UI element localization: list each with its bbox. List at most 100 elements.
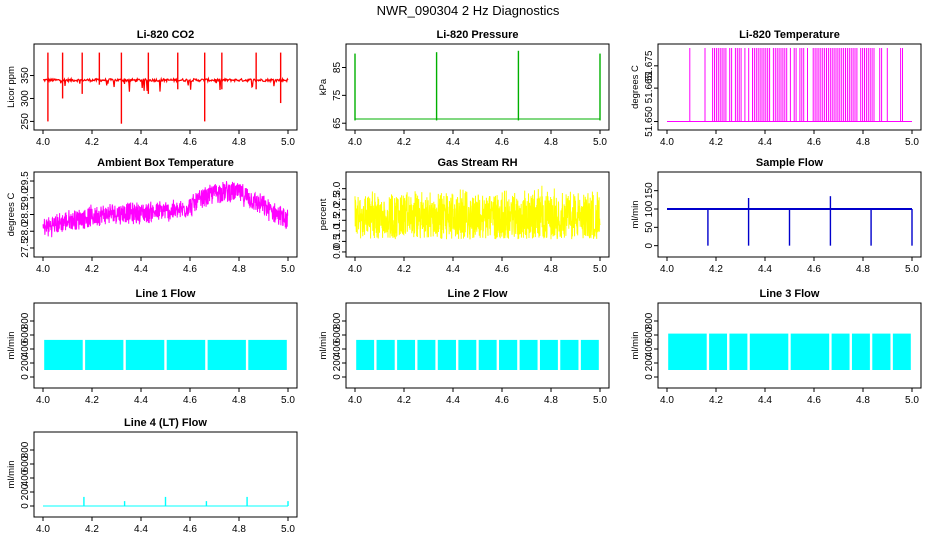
x-tick-label: 4.2: [397, 264, 411, 275]
y-tick-label: 600: [644, 326, 655, 343]
panel-line2: Line 2 Flow 4.0 4.2 4.4 4.6 4.8 5.0 0 2004006008…: [318, 288, 610, 406]
flow-block: [560, 339, 579, 370]
panel-line1: Line 1 Flow 4.0 4.2 4.4 4.6 4.8 5.0 0 2004006008…: [6, 288, 298, 406]
x-tick-label: 4.0: [348, 137, 362, 148]
flow-block: [749, 333, 789, 370]
x-tick-label: 4.4: [446, 395, 460, 406]
x-tick-label: 4.4: [446, 264, 460, 275]
flow-block: [207, 339, 246, 370]
x-axis: 4.0 4.2 4.4 4.6 4.8 5.0: [348, 129, 607, 148]
plot-frame: [345, 43, 610, 131]
x-tick-label: 5.0: [281, 524, 295, 535]
y-axis-label: degrees C: [6, 192, 17, 236]
flow-block: [709, 333, 728, 370]
x-tick-label: 4.6: [183, 137, 197, 148]
flow-block: [166, 339, 206, 370]
flow-block: [892, 333, 911, 370]
x-tick-label: 4.8: [232, 524, 246, 535]
flow-block: [790, 333, 830, 370]
x-tick-label: 4.6: [495, 264, 509, 275]
series-line4: [43, 496, 289, 507]
series-pressure: [354, 50, 601, 121]
x-tick-label: 4.4: [134, 395, 148, 406]
y-tick-label: 29.5: [20, 171, 31, 191]
x-tick-label: 4.8: [856, 137, 870, 148]
y-tick-label: 400: [644, 340, 655, 357]
x-axis: 4.0 4.2 4.4 4.6 4.8 5.0: [348, 256, 607, 275]
flow-block: [580, 339, 599, 370]
y-tick-label: 600: [20, 326, 31, 343]
y-axis-label: degrees C: [630, 65, 641, 109]
series-line3: [668, 332, 911, 372]
x-tick-label: 4.8: [232, 395, 246, 406]
series-line2: [356, 339, 599, 372]
x-tick-label: 4.6: [807, 395, 821, 406]
x-tick-label: 4.2: [85, 395, 99, 406]
y-axis-label: ml/min: [6, 332, 17, 360]
y-tick-label: 200: [20, 483, 31, 500]
y-tick-label: 85: [332, 62, 343, 74]
figure-title: NWR_090304 2 Hz Diagnostics: [377, 3, 560, 18]
x-tick-label: 4.4: [134, 524, 148, 535]
trace-line: [42, 76, 289, 92]
x-tick-label: 4.2: [709, 395, 723, 406]
flow-block: [437, 339, 456, 370]
panel-title: Line 4 (LT) Flow: [124, 417, 207, 429]
y-tick-label: 350: [20, 67, 31, 84]
x-tick-label: 4.6: [807, 264, 821, 275]
y-tick-label: 0: [644, 242, 655, 248]
x-tick-label: 4.8: [544, 395, 558, 406]
panel-title: Gas Stream RH: [437, 157, 517, 169]
flow-block: [478, 339, 497, 370]
trace-line: [42, 181, 289, 238]
x-tick-label: 4.6: [495, 395, 509, 406]
y-tick-label: 27.5: [20, 238, 31, 258]
flow-block: [539, 339, 558, 370]
x-tick-label: 4.0: [660, 137, 674, 148]
flow-block: [417, 339, 436, 370]
y-tick-label: 600: [20, 455, 31, 472]
flow-block: [356, 339, 375, 370]
x-tick-label: 4.2: [85, 264, 99, 275]
y-tick-label: 200: [332, 354, 343, 371]
y-tick-label: 28.5: [20, 204, 31, 224]
y-tick-label: 0.0: [332, 245, 343, 259]
x-axis: 4.0 4.2 4.4 4.6 4.8 5.0: [36, 256, 295, 275]
y-tick-label: 0: [332, 374, 343, 380]
series-ambient: [42, 181, 289, 238]
y-tick-label: 600: [332, 326, 343, 343]
x-tick-label: 4.8: [856, 395, 870, 406]
x-tick-label: 4.0: [36, 137, 50, 148]
panel-title: Li-820 CO2: [137, 29, 194, 41]
y-tick-label: 300: [20, 90, 31, 107]
x-axis: 4.0 4.2 4.4 4.6 4.8 5.0: [36, 516, 295, 535]
flow-block: [872, 333, 891, 370]
x-tick-label: 4.0: [36, 524, 50, 535]
x-tick-label: 5.0: [905, 137, 919, 148]
panel-rh: Gas Stream RH 4.0 4.2 4.4 4.6 4.8 5.0 0.00.51.0…: [318, 157, 610, 275]
x-tick-label: 4.6: [183, 264, 197, 275]
x-tick-label: 4.4: [134, 137, 148, 148]
x-tick-label: 4.6: [183, 395, 197, 406]
y-tick-label: 3.0: [332, 181, 343, 195]
y-tick-label: 1.5: [332, 213, 343, 227]
y-tick-label: 800: [20, 441, 31, 458]
flow-block: [376, 339, 395, 370]
panel-co2: Li-820 CO2 4.0 4.2 4.4 4.6 4.8 5.0 250 300 350Lic…: [6, 29, 298, 148]
y-tick-label: 0.5: [332, 234, 343, 248]
y-axis-label: percent: [318, 198, 329, 230]
series-line1: [44, 339, 287, 372]
x-tick-label: 4.2: [397, 395, 411, 406]
panels: Li-820 CO2 4.0 4.2 4.4 4.6 4.8 5.0 250 300 350Lic…: [6, 29, 922, 535]
series-temperature: [667, 48, 912, 123]
y-axis-label: ml/min: [630, 201, 641, 229]
flow-block: [125, 339, 165, 370]
x-tick-label: 5.0: [281, 264, 295, 275]
y-tick-label: 200: [20, 354, 31, 371]
